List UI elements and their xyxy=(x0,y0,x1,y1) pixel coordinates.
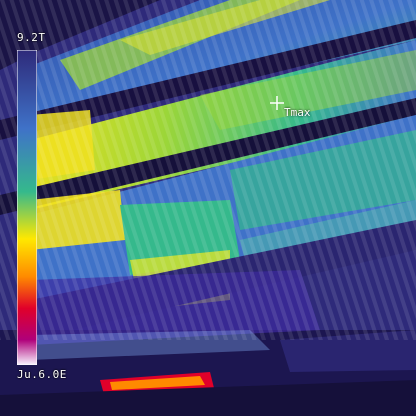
temperature-scale-bar xyxy=(17,50,37,365)
scale-min-label: Ju.6.0E xyxy=(17,368,67,381)
scale-max-label: 9.2T xyxy=(17,31,46,44)
crosshair-icon xyxy=(270,96,284,110)
cursor-label: Tmax xyxy=(284,106,311,119)
